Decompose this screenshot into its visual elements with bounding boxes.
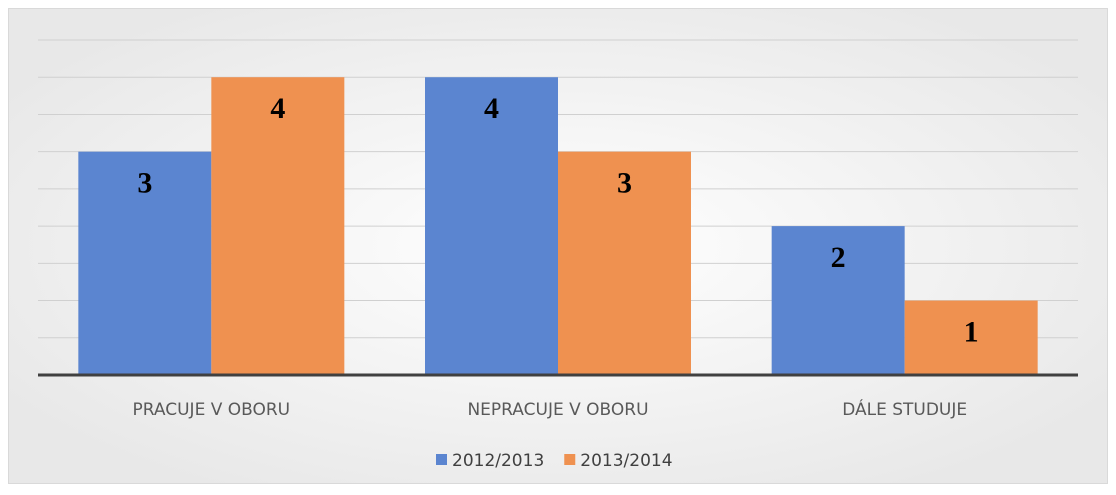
bar xyxy=(425,77,558,375)
bar xyxy=(771,226,905,375)
bar xyxy=(558,151,691,375)
bar xyxy=(211,77,345,375)
data-label: 2 xyxy=(831,241,846,274)
x-tick-label: NEPRACUJE V OBORU xyxy=(467,400,648,420)
bar xyxy=(78,151,212,375)
legend-label: 2012/2013 xyxy=(452,451,544,471)
legend-swatch xyxy=(564,454,576,465)
data-label: 3 xyxy=(137,167,152,200)
data-label: 4 xyxy=(484,92,499,125)
data-label: 1 xyxy=(964,315,979,348)
legend-label: 2013/2014 xyxy=(580,451,672,471)
x-tick-label: DÁLE STUDUJE xyxy=(842,398,967,420)
legend-swatch xyxy=(436,454,447,465)
x-tick-label: PRACUJE V OBORU xyxy=(133,400,291,420)
data-label: 3 xyxy=(617,167,632,200)
bar xyxy=(904,300,1038,375)
data-label: 4 xyxy=(270,92,285,125)
